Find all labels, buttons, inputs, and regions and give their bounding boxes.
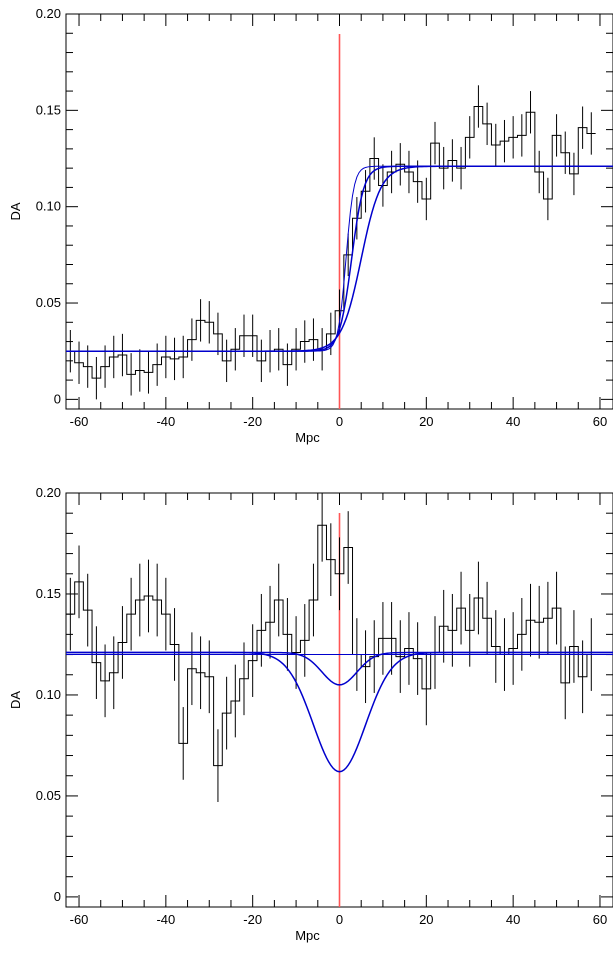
y-tick-label: 0.15 — [36, 102, 61, 117]
histogram-steps — [66, 105, 596, 379]
y-tick-label: 0.10 — [36, 687, 61, 702]
y-tick-label: 0.20 — [36, 485, 61, 500]
x-axis-label: Mpc — [295, 928, 320, 943]
y-tick-label: 0.20 — [36, 6, 61, 21]
x-tick-label: -40 — [156, 414, 175, 429]
y-tick-label: 0.15 — [36, 586, 61, 601]
bottom-panel: -60 -40 -20 0 20 40 60 0 0.05 0.10 0.15 0.20 Mpc DA — [8, 485, 613, 943]
x-tick-label: -20 — [243, 414, 262, 429]
x-axis-label: Mpc — [295, 430, 320, 445]
top-panel: -60 -40 -20 0 20 40 60 0 0.05 0.10 0.15 0.20 Mpc DA — [8, 6, 613, 445]
y-axis-label: DA — [8, 691, 23, 709]
x-tick-label: -20 — [243, 912, 262, 927]
x-tick-label: 20 — [419, 414, 433, 429]
x-tick-label: 40 — [506, 414, 520, 429]
y-axis-label: DA — [8, 202, 23, 220]
plot-area — [66, 493, 613, 907]
x-tick-label: -60 — [70, 912, 89, 927]
x-tick-label: 60 — [593, 414, 607, 429]
x-tick-label: 20 — [419, 912, 433, 927]
y-tick-label: 0.10 — [36, 199, 61, 214]
y-tick-label: 0.05 — [36, 788, 61, 803]
plot-area — [66, 34, 613, 409]
x-tick-label: 60 — [593, 912, 607, 927]
y-tick-label: 0.05 — [36, 295, 61, 310]
x-tick-label: 0 — [336, 414, 343, 429]
histogram — [66, 493, 596, 802]
x-tick-label: -60 — [70, 414, 89, 429]
model-curve — [66, 651, 613, 773]
histogram — [66, 85, 596, 400]
x-tick-label: 40 — [506, 912, 520, 927]
y-tick-label: 0 — [54, 391, 61, 406]
x-tick-label: 0 — [336, 912, 343, 927]
model-curve — [66, 165, 613, 352]
y-tick-label: 0 — [54, 889, 61, 904]
x-tick-label: -40 — [156, 912, 175, 927]
